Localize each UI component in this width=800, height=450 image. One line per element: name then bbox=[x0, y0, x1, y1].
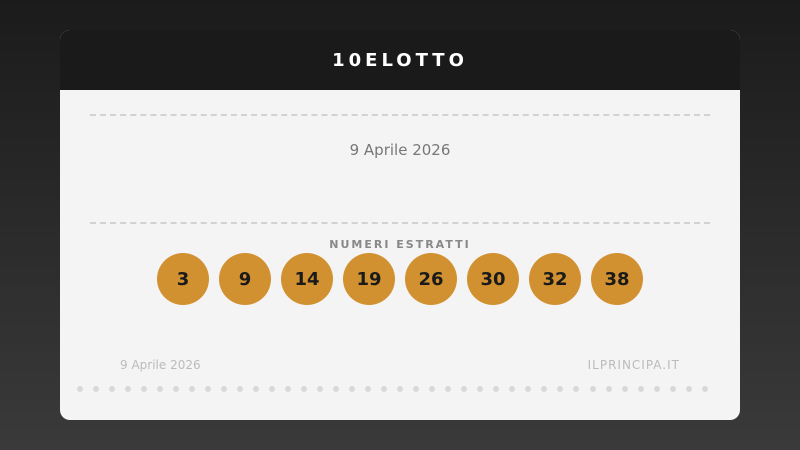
decorative-dot bbox=[461, 386, 468, 392]
decorative-dot bbox=[573, 386, 580, 392]
number-ball: 14 bbox=[281, 253, 333, 305]
decorative-dot bbox=[141, 386, 148, 392]
decorative-dot bbox=[557, 386, 564, 392]
footer-site: ILPRINCIPA.IT bbox=[587, 358, 680, 372]
decorative-dot bbox=[509, 386, 516, 392]
decorative-dot bbox=[445, 386, 452, 392]
decorative-dot bbox=[541, 386, 548, 392]
decorative-dot bbox=[605, 386, 612, 392]
decorative-dot bbox=[237, 386, 244, 392]
decorative-dot bbox=[173, 386, 180, 392]
number-ball: 30 bbox=[467, 253, 519, 305]
decorative-dot bbox=[365, 386, 372, 392]
decorative-dot bbox=[205, 386, 212, 392]
decorative-dot bbox=[397, 386, 404, 392]
decorative-dot bbox=[685, 386, 692, 392]
page-title: 10ELOTTO bbox=[332, 49, 468, 71]
decorative-dot bbox=[525, 386, 532, 392]
decorative-dot bbox=[349, 386, 356, 392]
decorative-dot bbox=[413, 386, 420, 392]
decorative-dot bbox=[301, 386, 308, 392]
decorative-dot bbox=[637, 386, 644, 392]
decorative-dot bbox=[109, 386, 116, 392]
footer-date: 9 Aprile 2026 bbox=[120, 358, 201, 372]
number-ball: 32 bbox=[529, 253, 581, 305]
divider-top bbox=[90, 114, 710, 116]
decorative-dot bbox=[493, 386, 500, 392]
numbers-label: NUMERI ESTRATTI bbox=[329, 238, 471, 251]
number-ball: 3 bbox=[157, 253, 209, 305]
divider-middle bbox=[90, 222, 710, 224]
decorative-dot bbox=[125, 386, 132, 392]
dotted-divider bbox=[77, 386, 708, 392]
decorative-dot bbox=[269, 386, 276, 392]
decorative-dot bbox=[429, 386, 436, 392]
draw-date: 9 Aprile 2026 bbox=[349, 141, 451, 159]
decorative-dot bbox=[381, 386, 388, 392]
decorative-dot bbox=[285, 386, 292, 392]
decorative-dot bbox=[701, 386, 708, 392]
number-ball: 38 bbox=[591, 253, 643, 305]
decorative-dot bbox=[653, 386, 660, 392]
lottery-card: 10ELOTTO 9 Aprile 2026 NUMERI ESTRATTI 3… bbox=[60, 30, 740, 420]
number-ball: 26 bbox=[405, 253, 457, 305]
decorative-dot bbox=[333, 386, 340, 392]
number-ball: 19 bbox=[343, 253, 395, 305]
decorative-dot bbox=[157, 386, 164, 392]
numbers-list: 3 9 14 19 26 30 32 38 bbox=[60, 253, 740, 305]
decorative-dot bbox=[589, 386, 596, 392]
decorative-dot bbox=[317, 386, 324, 392]
decorative-dot bbox=[77, 386, 83, 392]
decorative-dot bbox=[93, 386, 100, 392]
decorative-dot bbox=[189, 386, 196, 392]
decorative-dot bbox=[621, 386, 628, 392]
card-header: 10ELOTTO bbox=[60, 30, 740, 90]
number-ball: 9 bbox=[219, 253, 271, 305]
decorative-dot bbox=[477, 386, 484, 392]
decorative-dot bbox=[669, 386, 676, 392]
decorative-dot bbox=[221, 386, 228, 392]
decorative-dot bbox=[253, 386, 260, 392]
